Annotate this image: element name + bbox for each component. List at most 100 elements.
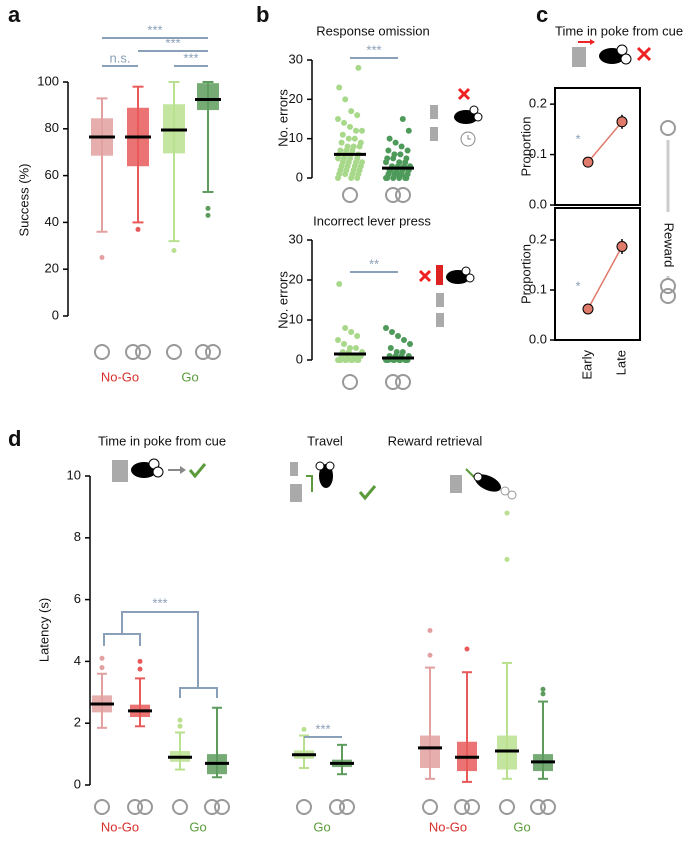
y-axis-label: No. errors: [275, 271, 290, 329]
group-icon: [342, 187, 358, 203]
group-icon: [135, 344, 151, 360]
section-title: Time in poke from cue: [98, 433, 226, 448]
significance-label: **: [369, 256, 379, 271]
section-title: Travel: [307, 433, 343, 448]
outlier: [135, 226, 141, 232]
significance-label: ***: [183, 50, 198, 65]
outlier: [205, 212, 211, 218]
data-point: [387, 345, 394, 351]
y-tick-label: 0.2: [529, 96, 547, 111]
data-point: [335, 116, 341, 122]
y-tick-label: 0.0: [529, 331, 547, 346]
data-point: [338, 139, 345, 146]
group-icon: [385, 374, 401, 390]
significance-label: ***: [147, 22, 162, 37]
data-point: [616, 241, 628, 252]
group-icon: [464, 799, 480, 815]
data-point: [385, 147, 392, 154]
data-point: [353, 345, 359, 351]
outlier: [99, 665, 105, 671]
panel-letter: c: [536, 2, 548, 27]
y-tick-label: 10: [289, 311, 303, 326]
group-label: Go: [313, 819, 330, 834]
group-icon: [540, 799, 556, 815]
data-point: [355, 64, 362, 71]
y-tick-label: 0: [296, 351, 303, 366]
y-axis-label: Success (%): [16, 164, 31, 237]
data-point: [341, 341, 347, 347]
outlier: [99, 655, 105, 661]
group-icon: [127, 799, 143, 815]
icon-retrieval-d: [450, 468, 517, 500]
group-icon: [125, 344, 141, 360]
group-icon: [422, 799, 438, 815]
group-label: No-Go: [101, 369, 139, 384]
data-point: [347, 123, 353, 130]
group-label: Go: [513, 819, 530, 834]
y-tick-label: 0.2: [529, 231, 547, 246]
data-point: [335, 337, 341, 343]
group-icon: [137, 799, 153, 815]
data-point: [354, 112, 361, 119]
panel-letter: d: [8, 426, 21, 451]
group-icon: [339, 799, 355, 815]
outlier: [137, 666, 143, 672]
outlier: [540, 691, 546, 697]
data-point: [397, 151, 404, 158]
group-icon: [454, 799, 470, 815]
group-icon: [329, 799, 345, 815]
data-point: [403, 155, 410, 162]
panel-frame: [554, 87, 641, 206]
data-point: [351, 135, 358, 142]
box: [497, 735, 517, 770]
data-point: [359, 127, 365, 134]
panel-frame: [554, 207, 641, 341]
group-icon: [204, 799, 220, 815]
y-axis-label: Proportion: [518, 117, 533, 177]
significance-label: n.s.: [110, 50, 131, 65]
data-point: [616, 116, 628, 128]
data-point: [398, 143, 405, 150]
outlier: [205, 205, 211, 211]
data-point: [395, 333, 401, 339]
data-point: [384, 155, 391, 162]
group-icon: [94, 344, 110, 360]
group-icon: [205, 344, 221, 360]
data-point: [357, 139, 364, 146]
data-point: [582, 156, 594, 168]
group-icon: [166, 344, 182, 360]
y-tick-label: 4: [74, 653, 81, 668]
chart-title: Response omission: [316, 23, 429, 38]
data-point: [582, 303, 594, 315]
group-label: No-Go: [429, 819, 467, 834]
group-icon: [395, 374, 411, 390]
data-point: [396, 159, 403, 166]
data-point: [404, 147, 411, 154]
y-tick-label: 30: [289, 51, 303, 66]
group-icon: [499, 799, 515, 815]
group-label: Go: [181, 369, 198, 384]
outlier: [99, 255, 105, 260]
outlier: [427, 628, 433, 633]
y-tick-label: 0: [52, 307, 59, 322]
icon-travel-d: [290, 461, 377, 502]
panel-letter: b: [256, 2, 269, 27]
data-point: [339, 131, 346, 138]
outlier: [504, 510, 510, 516]
data-point: [336, 84, 343, 91]
y-tick-label: 0: [74, 776, 81, 791]
line: [587, 121, 623, 163]
data-point: [337, 147, 344, 154]
group-icon: [296, 799, 312, 815]
group-icon: [172, 799, 188, 815]
line: [587, 246, 623, 310]
data-point: [359, 159, 365, 166]
data-point: [348, 108, 355, 115]
data-point: [399, 116, 406, 122]
icon-reward-legend: [660, 120, 676, 304]
data-point: [383, 325, 389, 331]
y-tick-label: 10: [289, 130, 303, 145]
data-point: [401, 337, 407, 343]
data-point: [350, 143, 357, 150]
